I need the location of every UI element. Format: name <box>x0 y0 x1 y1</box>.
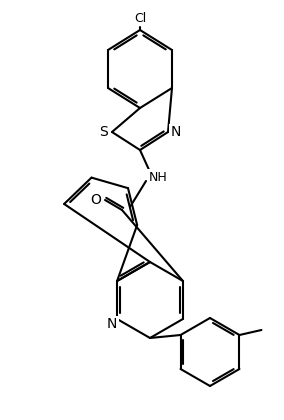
Text: NH: NH <box>149 171 167 184</box>
Text: N: N <box>171 125 181 139</box>
Text: O: O <box>91 193 101 207</box>
Text: Cl: Cl <box>134 11 146 24</box>
Text: N: N <box>107 317 117 331</box>
Text: S: S <box>100 125 108 139</box>
